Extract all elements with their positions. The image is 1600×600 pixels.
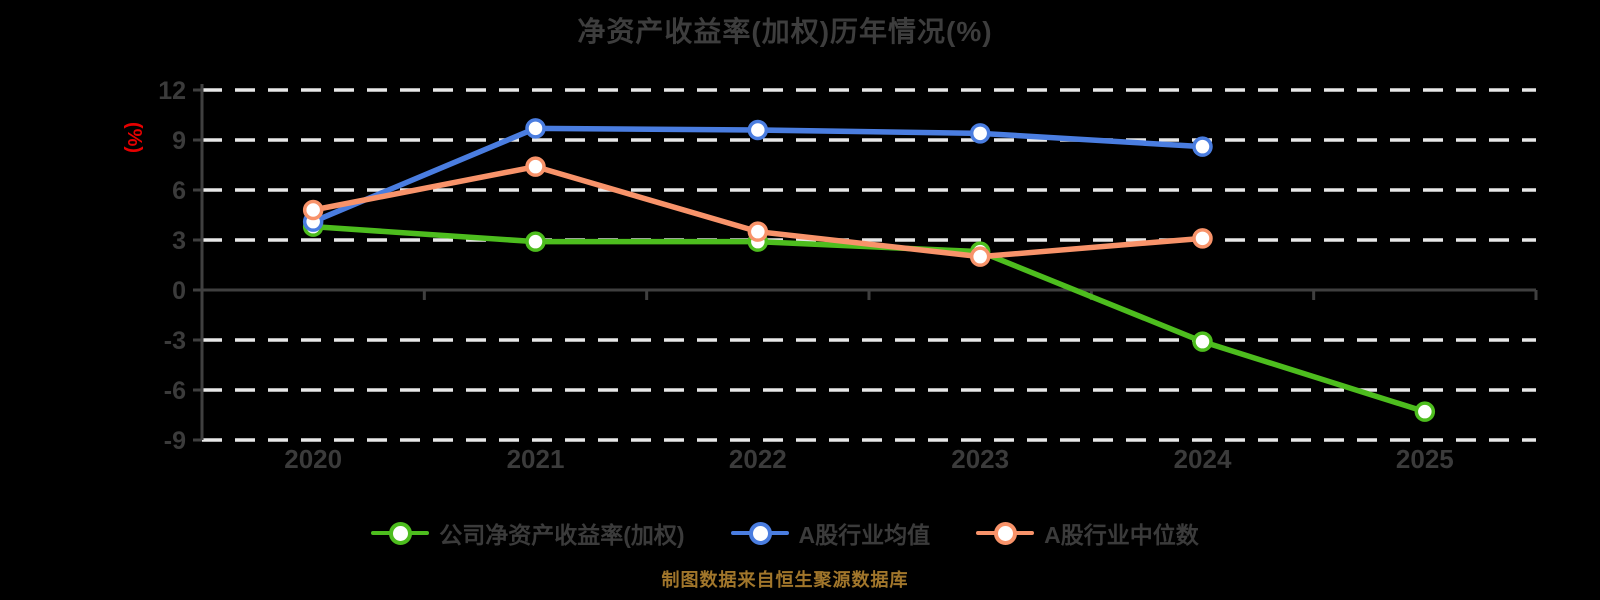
legend: 公司净资产收益率(加权) A股行业均值 A股行业中位数 (0, 516, 1570, 550)
data-point-A股行业均值 (1192, 136, 1213, 157)
legend-item-industry-median[interactable]: A股行业中位数 (976, 516, 1199, 550)
x-tick-label: 2020 (284, 444, 342, 474)
legend-line-circle-icon (371, 521, 430, 545)
y-tick-label: -9 (164, 427, 186, 455)
legend-label: 公司净资产收益率(加权) (439, 522, 685, 548)
legend-line-circle-icon (730, 521, 789, 545)
series-line-公司净资产收益率(加权) (310, 223, 1428, 415)
y-tick-label: 3 (172, 227, 186, 255)
data-point-公司净资产收益率(加权) (1414, 401, 1436, 422)
data-point-公司净资产收益率(加权) (1192, 331, 1213, 352)
y-tick-label: 9 (172, 127, 186, 155)
x-tick-label: 2024 (1174, 444, 1232, 474)
data-point-A股行业中位数 (1192, 228, 1213, 249)
legend-label: A股行业中位数 (1044, 522, 1199, 548)
data-point-A股行业中位数 (969, 246, 991, 267)
data-point-A股行业均值 (525, 118, 546, 139)
data-point-A股行业均值 (969, 123, 991, 144)
y-tick-label: 6 (172, 177, 186, 205)
y-tick-label: -6 (164, 377, 186, 405)
x-tick-label: 2025 (1396, 444, 1454, 474)
x-tick-label: 2023 (951, 444, 1009, 474)
data-point-A股行业中位数 (525, 156, 546, 177)
legend-label: A股行业均值 (798, 522, 931, 548)
data-point-公司净资产收益率(加权) (525, 231, 546, 252)
data-point-A股行业中位数 (747, 221, 769, 242)
y-tick-label: -3 (164, 327, 186, 355)
y-tick-label: 12 (158, 77, 186, 105)
x-tick-label: 2021 (507, 444, 565, 474)
chart-title: 净资产收益率(加权)历年情况(%) (577, 16, 993, 47)
x-tick-label: 2022 (729, 444, 787, 474)
legend-line-circle-icon (976, 521, 1035, 545)
y-tick-label: 0 (172, 277, 186, 305)
data-source-caption: 制图数据来自恒生聚源数据库 (661, 570, 909, 590)
data-point-A股行业均值 (747, 119, 769, 141)
legend-item-company-roe[interactable]: 公司净资产收益率(加权) (371, 516, 685, 550)
series-line-A股行业均值 (310, 125, 1206, 225)
legend-item-industry-mean[interactable]: A股行业均值 (730, 516, 931, 550)
data-point-A股行业中位数 (302, 199, 324, 221)
